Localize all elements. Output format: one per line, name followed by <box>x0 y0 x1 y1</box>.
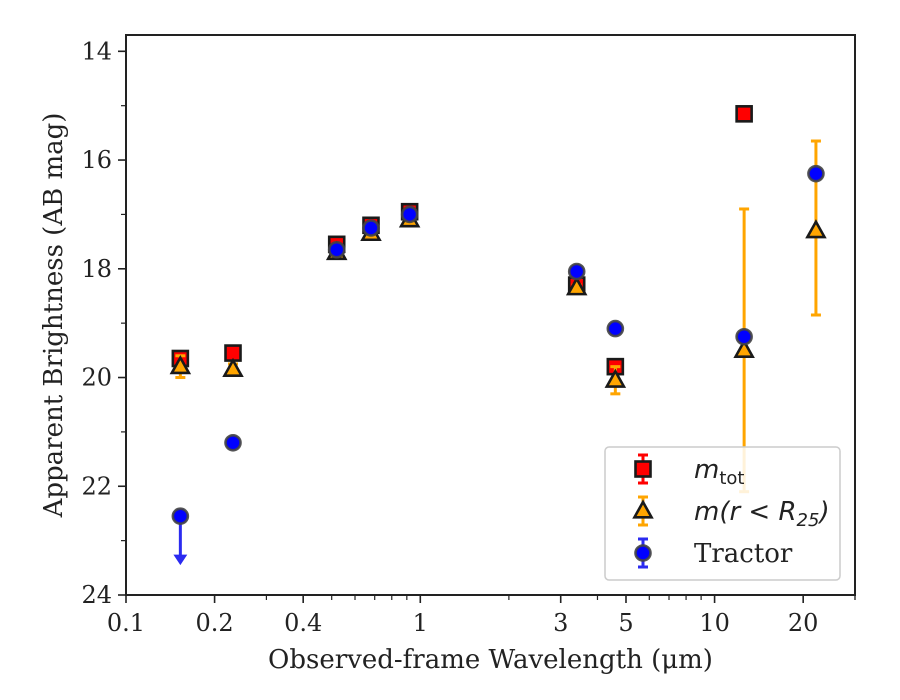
point-mr25 <box>805 219 827 239</box>
series-tractor <box>171 164 825 566</box>
point-tractor <box>224 433 242 452</box>
series-mr25 <box>169 139 827 494</box>
point-tractor <box>400 205 419 224</box>
x-tick-label: 1 <box>413 609 428 637</box>
legend-label-sub: 25 <box>797 510 820 531</box>
y-tick-label: 16 <box>81 146 112 174</box>
x-tick-label: 0.2 <box>196 609 234 637</box>
y-tick-label: 14 <box>81 37 112 65</box>
y-tick-label: 18 <box>81 255 112 283</box>
legend: mtot m(r < R25) Tractor <box>604 446 841 581</box>
point-mr25 <box>169 354 192 375</box>
legend-box <box>604 446 841 581</box>
plot-frame <box>125 34 856 596</box>
x-tick-label: 0.4 <box>284 609 322 637</box>
ticks-layer: 0.1 0.2 0.4 1 3 5 10 20 14 16 18 20 22 24 <box>81 37 856 637</box>
legend-label-main: m(r < R <box>694 497 797 527</box>
y-tick-label: 24 <box>81 581 112 609</box>
y-tick-label: 22 <box>81 472 112 500</box>
x-tick-label: 20 <box>788 609 819 637</box>
point-tractor <box>735 327 753 346</box>
upper-limit-arrow-head <box>173 554 188 566</box>
point-tractor <box>327 240 346 259</box>
legend-label-end: ) <box>817 497 829 527</box>
point-mr25 <box>733 338 755 358</box>
legend-marker-tractor <box>634 544 652 562</box>
point-mr25 <box>222 357 244 377</box>
legend-item-mr25: m(r < R25) <box>632 495 830 531</box>
point-tractor <box>171 507 190 525</box>
legend-label-tractor: Tractor <box>694 539 793 569</box>
legend-label-main: m <box>694 455 719 485</box>
legend-item-mtot: mtot <box>634 453 744 489</box>
point-tractor <box>807 164 825 183</box>
point-mr25 <box>565 276 588 296</box>
legend-label-sub: tot <box>719 468 744 489</box>
data-points-layer <box>169 105 827 566</box>
point-tractor <box>606 319 625 338</box>
y-tick-label: 20 <box>81 364 112 392</box>
x-tick-label: 3 <box>553 609 568 637</box>
legend-item-tractor: Tractor <box>634 537 793 569</box>
legend-marker-mr25 <box>632 499 654 519</box>
x-axis-title: Observed-frame Wavelength (μm) <box>268 645 713 675</box>
point-mr25 <box>604 368 627 388</box>
point-tractor <box>567 262 586 281</box>
x-tick-label: 0.1 <box>107 609 145 637</box>
legend-label-mr25: m(r < R25) <box>694 497 830 531</box>
x-tick-label: 5 <box>618 609 633 637</box>
series-mtot <box>171 105 753 376</box>
y-axis-title: Apparent Brightness (AB mag) <box>39 113 69 519</box>
x-tick-label: 10 <box>699 609 730 637</box>
legend-marker-mtot <box>634 460 652 478</box>
legend-label-mtot: mtot <box>694 455 744 489</box>
point-mtot <box>735 105 753 123</box>
point-tractor <box>362 219 380 237</box>
